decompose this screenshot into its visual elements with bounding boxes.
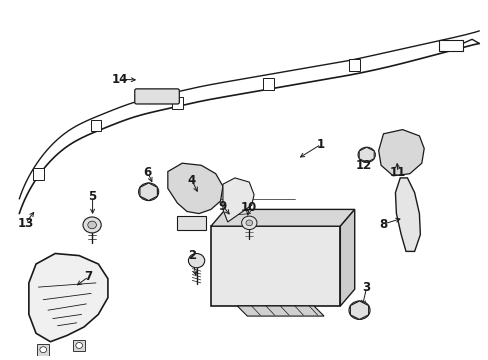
Text: 7: 7 (84, 270, 93, 283)
Circle shape (357, 147, 375, 162)
FancyBboxPatch shape (135, 89, 179, 104)
Polygon shape (359, 147, 373, 162)
Text: 1: 1 (316, 138, 325, 151)
Bar (349, 59, 359, 71)
Polygon shape (237, 306, 324, 316)
Polygon shape (167, 163, 223, 213)
Circle shape (353, 306, 364, 315)
Text: 8: 8 (379, 217, 387, 231)
Bar (263, 78, 273, 90)
Text: 12: 12 (354, 159, 371, 172)
Text: 10: 10 (241, 201, 257, 214)
Text: 6: 6 (143, 166, 151, 179)
Text: 13: 13 (18, 217, 34, 230)
Circle shape (188, 253, 204, 268)
Circle shape (348, 301, 369, 319)
Polygon shape (210, 210, 354, 226)
Circle shape (362, 152, 370, 158)
Text: 9: 9 (218, 199, 226, 212)
Polygon shape (350, 301, 368, 319)
Circle shape (76, 343, 82, 348)
Bar (38, 344, 49, 356)
Circle shape (138, 183, 159, 201)
Polygon shape (140, 183, 157, 201)
Circle shape (241, 216, 256, 230)
Bar (33, 168, 43, 180)
Bar (438, 40, 462, 51)
Polygon shape (29, 253, 108, 342)
Bar (172, 97, 183, 109)
Polygon shape (177, 216, 206, 230)
Text: 3: 3 (362, 280, 370, 294)
Bar (73, 339, 85, 351)
Text: 5: 5 (88, 190, 97, 203)
Polygon shape (340, 210, 354, 306)
Circle shape (143, 188, 153, 196)
Circle shape (40, 347, 46, 352)
Text: 11: 11 (389, 166, 405, 179)
Text: 4: 4 (187, 174, 196, 186)
Circle shape (83, 217, 101, 233)
Circle shape (245, 220, 252, 226)
Polygon shape (223, 178, 254, 222)
Polygon shape (378, 130, 424, 176)
Text: 14: 14 (111, 73, 128, 86)
Bar (90, 120, 101, 131)
Text: 2: 2 (187, 249, 196, 262)
Circle shape (88, 221, 96, 229)
Polygon shape (395, 178, 420, 251)
Bar (210, 226, 340, 306)
